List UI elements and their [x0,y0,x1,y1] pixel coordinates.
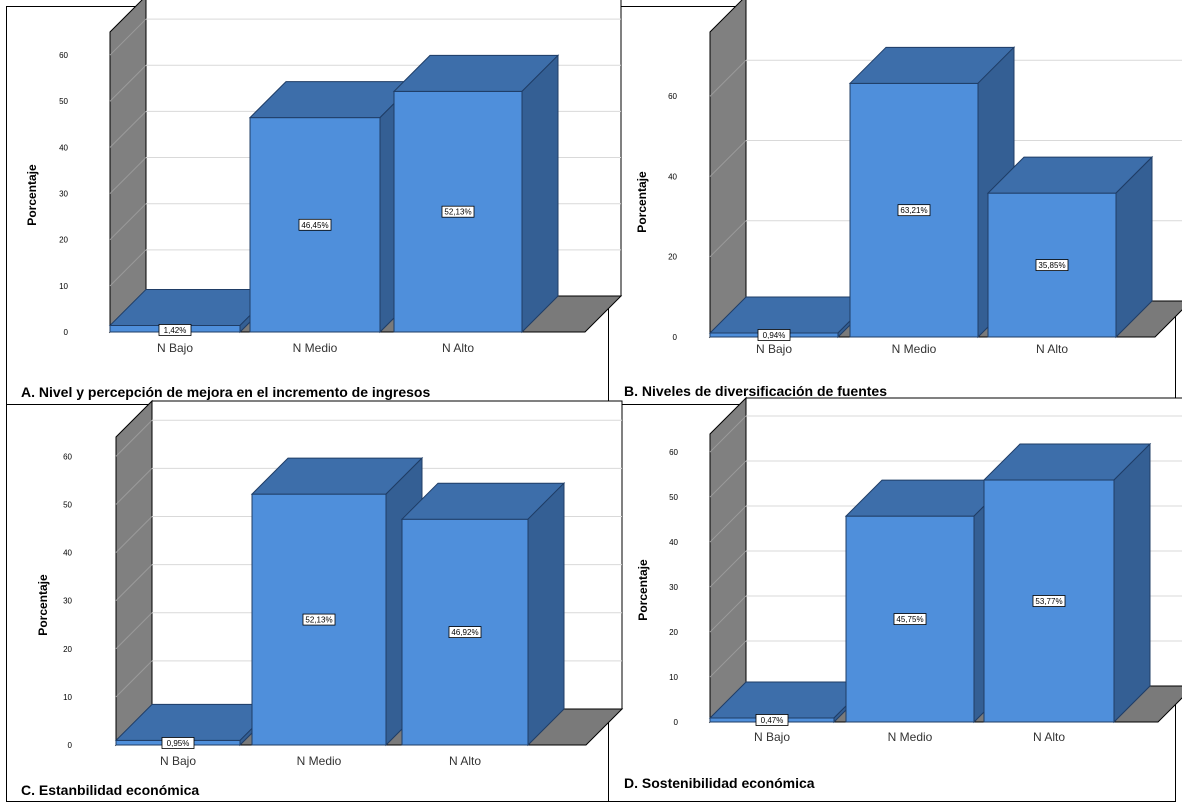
data-label: 52,13% [444,208,471,217]
data-label-box [893,613,927,625]
bar-side [1115,155,1153,339]
wall-gridline [109,18,147,56]
y-axis-label: Porcentaje [636,559,650,621]
y-tick-label: 60 [63,452,72,461]
x-tick-label: N Alto [449,754,481,768]
y-tick-label: 10 [669,673,678,682]
wall-gridline [109,157,147,194]
caption-d: D. Sostenibilidad económica [624,775,815,791]
data-label: 0,94% [763,331,786,340]
bar-side [521,54,559,334]
wall-gridline [709,505,747,543]
y-tick-label: 40 [669,538,678,547]
x-tick-label: N Alto [1033,730,1065,744]
y-tick-label: 50 [63,500,72,509]
data-label: 0,95% [167,739,190,748]
data-label: 0,47% [761,716,784,725]
x-tick-label: N Alto [1036,342,1068,356]
data-label: 35,85% [1038,261,1065,270]
data-label: 52,13% [305,616,332,625]
wall-gridline [115,612,153,650]
x-tick-label: N Medio [888,730,933,744]
x-tick-label: N Medio [297,754,342,768]
y-tick-label: 40 [668,172,677,181]
x-tick-label: N Bajo [756,342,792,356]
data-label-box [897,204,931,217]
data-label: 53,77% [1035,597,1062,606]
data-label-box [448,626,482,638]
y-tick-label: 60 [59,51,68,60]
x-tick-label: N Medio [293,341,338,355]
y-tick-label: 20 [668,253,677,262]
wall-gridline [115,564,153,601]
data-label: 1,42% [164,326,187,335]
y-tick-label: 20 [63,645,72,654]
y-tick-label: 20 [59,236,68,245]
x-tick-label: N Bajo [754,730,790,744]
y-tick-label: 40 [63,549,72,558]
data-label-box [158,324,192,336]
data-label: 46,45% [301,221,328,230]
wall-gridline [709,640,747,678]
caption-a: A. Nivel y percepción de mejora en el in… [21,384,431,400]
wall-gridline [109,111,147,148]
y-tick-label: 0 [68,741,73,750]
y-tick-label: 0 [674,718,679,727]
y-tick-label: 0 [64,328,69,337]
wall-gridline [709,140,747,177]
wall-gridline [709,550,747,588]
y-tick-label: 30 [59,190,68,199]
wall-gridline [709,59,747,97]
data-label-box [755,714,789,726]
caption-c: C. Estanbilidad económica [21,782,200,798]
x-tick-label: N Medio [892,342,937,356]
y-tick-label: 10 [59,282,68,291]
x-tick-label: N Alto [442,341,474,355]
wall-gridline [109,203,147,241]
wall-gridline [109,249,147,287]
bar-side [527,481,565,747]
y-tick-label: 30 [669,583,678,592]
y-tick-label: 50 [669,493,678,502]
wall-gridline [709,595,747,633]
wall-gridline [115,468,153,505]
wall-gridline [109,64,147,102]
y-tick-label: 0 [673,333,678,342]
y-tick-label: 60 [669,448,678,457]
y-tick-label: 10 [63,693,72,702]
data-label-box [1035,259,1069,271]
wall-gridline [115,660,153,698]
data-label: 63,21% [900,206,927,215]
y-tick-label: 60 [668,92,677,101]
data-label-box [298,218,332,231]
data-label-box [441,205,475,218]
wall-gridline [709,220,747,258]
y-tick-label: 20 [669,628,678,637]
y-tick-label: 50 [59,97,68,106]
data-label-box [757,329,791,341]
data-label-box [1032,595,1066,607]
wall-gridline [115,419,153,457]
data-label-box [302,613,336,626]
data-label: 46,92% [451,628,478,637]
y-axis-label: Porcentaje [36,574,50,636]
wall-gridline [709,415,747,453]
wall-gridline [115,516,153,553]
x-tick-label: N Bajo [160,754,196,768]
data-label-box [161,737,195,749]
y-tick-label: 30 [63,597,72,606]
x-tick-label: N Bajo [157,341,193,355]
data-label: 45,75% [896,615,923,624]
y-axis-label: Porcentaje [635,171,649,233]
y-axis-label: Porcentaje [25,164,39,226]
bar-side [1113,442,1151,724]
y-tick-label: 40 [59,143,68,152]
wall-gridline [709,460,747,498]
caption-b: B. Niveles de diversificación de fuentes [624,383,887,399]
